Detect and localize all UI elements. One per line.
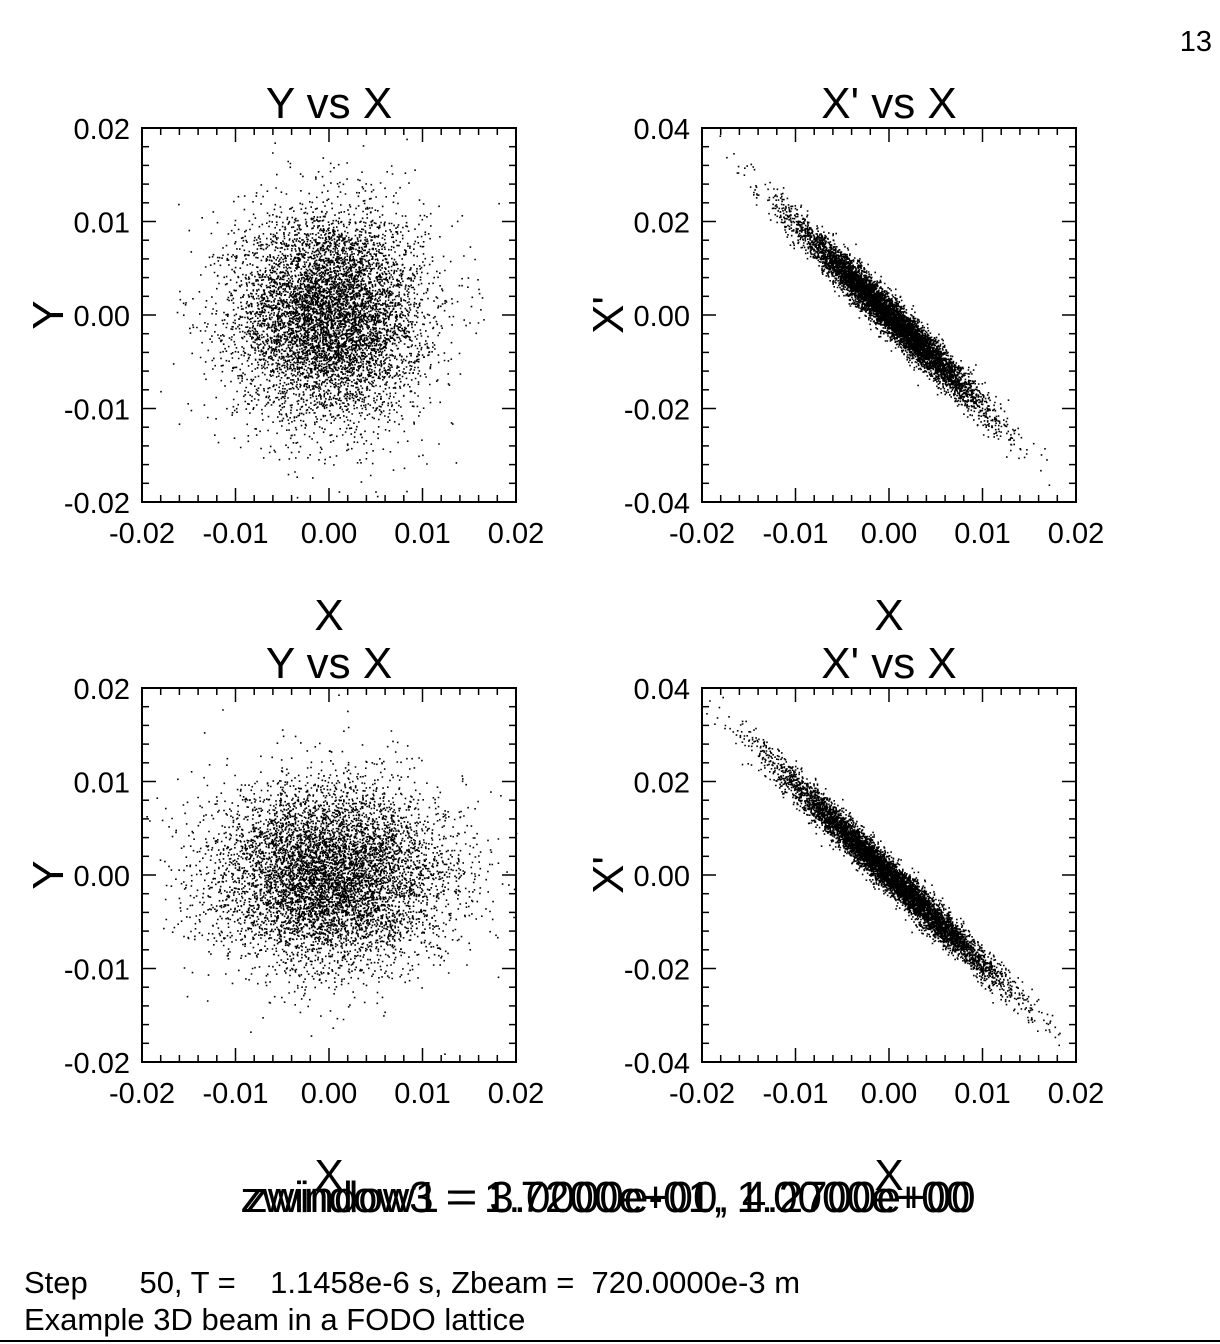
panel-1-points	[160, 138, 500, 499]
panel-2-ytick-label: -0.04	[624, 488, 690, 520]
panel-4-ytick-label: 0.02	[634, 768, 690, 800]
panel-4-ytick-label: -0.04	[624, 1048, 690, 1080]
panel-2: X' vs XXX'-0.02 -0.01 0.00 0.01 0.02-0.04-0.…	[584, 79, 1104, 640]
panel-2-xtick-label: -0.02	[669, 518, 735, 550]
panel-2-scatter-cloud	[719, 135, 1051, 486]
panel-4-points	[706, 696, 1077, 1052]
panel-4-ytick-label: 0.04	[634, 674, 690, 706]
panel-4-ytick-label: 0.00	[634, 861, 690, 893]
zwindow-label-b: zwindow1 = 3.0000e-01, 1.0000e+00	[246, 1173, 970, 1222]
panel-2-ylabel: X'	[584, 296, 633, 334]
panel-3-ylabel: Y	[24, 860, 73, 889]
panel-3-ytick-label: -0.01	[64, 955, 130, 987]
panel-3-xtick-label: 0.00	[301, 1078, 357, 1110]
panel-4-scatter-cloud	[706, 696, 1077, 1052]
panel-3-ytick-label: 0.01	[74, 768, 130, 800]
panel-3-xtick-label: -0.02	[109, 1078, 175, 1110]
panel-2-xlabel: X	[874, 591, 903, 640]
panel-1-ytick-label: -0.01	[64, 395, 130, 427]
panel-4-xtick-label: 0.00	[861, 1078, 917, 1110]
panel-2-xtick-label: -0.01	[762, 518, 828, 550]
page-number: 13	[1180, 26, 1212, 58]
panel-2-ytick-label: -0.02	[624, 395, 690, 427]
panel-2-title: X' vs X	[821, 79, 957, 128]
panel-1-xtick-label: 0.02	[488, 518, 544, 550]
panel-4-title: X' vs X	[821, 639, 957, 688]
panel-3-scatter-cloud	[146, 694, 518, 1055]
panel-3-xtick-label: 0.01	[394, 1078, 450, 1110]
panel-4-xtick-label: 0.01	[954, 1078, 1010, 1110]
panel-3-points	[146, 694, 518, 1055]
panel-1-ytick-label: -0.02	[64, 488, 130, 520]
panel-3-ytick-label: 0.02	[74, 674, 130, 706]
panel-1-ytick-label: 0.00	[74, 301, 130, 333]
panel-4-ticks	[701, 687, 1077, 1063]
panel-2-ytick-label: 0.02	[634, 208, 690, 240]
zwindow-label-a: zwindow3 = 1.7200e+00, 4.2700e+00	[240, 1173, 975, 1222]
panel-3-ticks	[141, 687, 517, 1063]
panel-1-title: Y vs X	[266, 79, 392, 128]
panel-3-ytick-label: -0.02	[64, 1048, 130, 1080]
panel-1-scatter-cloud	[160, 138, 500, 499]
panel-1-xtick-label: -0.02	[109, 518, 175, 550]
footer-step-line: Step 50, T = 1.1458e-6 s, Zbeam = 720.00…	[24, 1265, 800, 1300]
footer-description: Example 3D beam in a FODO lattice	[24, 1302, 525, 1337]
plot-panels: Y vs XXY-0.02 -0.01 0.00 0.01 0.02-0.02-0.01…	[24, 79, 1104, 1200]
panel-2-xtick-label: 0.01	[954, 518, 1010, 550]
panel-2-ytick-label: 0.00	[634, 301, 690, 333]
panel-4-xtick-label: -0.01	[762, 1078, 828, 1110]
panel-3-title: Y vs X	[266, 639, 392, 688]
panel-1-ylabel: Y	[24, 300, 73, 329]
panel-1-xtick-label: 0.01	[394, 518, 450, 550]
panel-2-ticks	[701, 127, 1077, 503]
panel-3: Y vs X X Y -0.02 -0.01 0.00 0.01 0.02 -0.02 -0.01…	[24, 639, 544, 1200]
panel-1-xtick-label: -0.01	[202, 518, 268, 550]
panel-4: X' vs XXX'-0.02 -0.01 0.00 0.01 0.02-0.04-0.…	[584, 639, 1104, 1200]
panel-1-xlabel: X	[314, 591, 343, 640]
panel-4-ylabel: X'	[584, 856, 633, 894]
panel-2-points	[719, 135, 1051, 486]
panel-4-xtick-label: 0.02	[1048, 1078, 1104, 1110]
panel-1: Y vs X X Y -0.02 -0.01 0.00 0.01 0.02 -0.02 -0.01…	[24, 79, 544, 640]
panel-1-ytick-label: 0.01	[74, 208, 130, 240]
panel-4-xtick-label: -0.02	[669, 1078, 735, 1110]
panel-2-ytick-label: 0.04	[634, 114, 690, 146]
panel-1-ytick-label: 0.02	[74, 114, 130, 146]
panel-1-ticks	[141, 127, 517, 503]
panel-4-ytick-label: -0.02	[624, 955, 690, 987]
panel-4-xlabel: X	[874, 1151, 903, 1200]
panel-2-xtick-label: 0.00	[861, 518, 917, 550]
panel-3-xtick-label: -0.01	[202, 1078, 268, 1110]
panel-3-xlabel: X	[314, 1151, 343, 1200]
panel-3-ytick-label: 0.00	[74, 861, 130, 893]
panel-2-xtick-label: 0.02	[1048, 518, 1104, 550]
panel-3-xtick-label: 0.02	[488, 1078, 544, 1110]
panel-1-xtick-label: 0.00	[301, 518, 357, 550]
